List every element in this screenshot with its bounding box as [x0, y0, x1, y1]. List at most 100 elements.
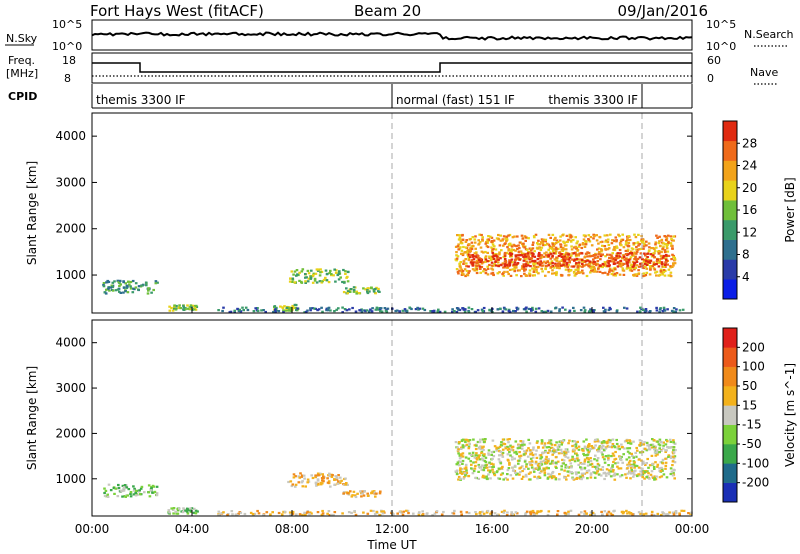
echo-cell	[522, 453, 526, 456]
echo-cell	[522, 267, 526, 270]
echo-cell	[664, 242, 667, 246]
echo-cell	[479, 513, 482, 516]
echo-cell	[454, 441, 458, 444]
echo-cell	[550, 446, 554, 449]
echo-cell	[571, 440, 575, 443]
echo-cell	[453, 310, 456, 313]
echo-cell	[485, 477, 489, 480]
echo-cell	[543, 469, 546, 472]
echo-cell	[524, 473, 528, 476]
echo-cell	[102, 282, 106, 285]
echo-cell	[333, 268, 336, 271]
echo-cell	[173, 307, 176, 310]
nsky-label: N.Sky	[6, 32, 38, 45]
echo-cell	[317, 474, 320, 477]
echo-cell	[473, 456, 477, 459]
echo-cell	[614, 457, 618, 460]
echo-cell	[674, 310, 678, 313]
echo-cell	[396, 512, 399, 515]
echo-cell	[423, 308, 427, 312]
echo-cell	[555, 264, 558, 267]
echo-cell	[575, 261, 578, 265]
echo-cell	[487, 473, 490, 476]
echo-cell	[138, 489, 141, 492]
echo-cell	[152, 485, 156, 488]
echo-cell	[473, 238, 477, 241]
echo-cell	[526, 262, 530, 265]
echo-cell	[375, 306, 379, 309]
y-tick-label: 4000	[55, 336, 86, 350]
echo-cell	[606, 260, 609, 263]
echo-cell	[462, 262, 465, 265]
echo-cell	[626, 472, 630, 475]
echo-cell	[322, 477, 325, 480]
echo-cell	[465, 262, 468, 265]
echo-cell	[458, 234, 461, 237]
echo-cell	[641, 264, 645, 267]
echo-cell	[378, 290, 381, 293]
echo-cell	[524, 274, 528, 277]
echo-cell	[236, 513, 239, 517]
echo-cell	[591, 511, 595, 514]
echo-cell	[572, 265, 575, 268]
echo-cell	[530, 249, 533, 252]
echo-cell	[552, 449, 556, 452]
echo-cell	[475, 271, 479, 275]
echo-cell	[313, 307, 316, 310]
echo-cell	[643, 244, 646, 247]
echo-cell	[641, 240, 645, 243]
echo-cell	[189, 307, 192, 310]
echo-cell	[558, 260, 561, 263]
echo-cell	[658, 447, 661, 450]
echo-cell	[585, 471, 589, 474]
echo-cell	[620, 262, 623, 266]
echo-cell	[378, 307, 381, 310]
echo-cell	[474, 511, 477, 514]
echo-cell	[616, 465, 619, 468]
echo-cell	[574, 471, 578, 474]
echo-cell	[648, 246, 651, 249]
echo-cell	[305, 310, 308, 313]
echo-cell	[508, 438, 511, 441]
echo-cell	[293, 270, 297, 273]
echo-cell	[511, 449, 515, 452]
echo-cell	[291, 483, 295, 486]
echo-cell	[119, 291, 123, 294]
echo-cell	[524, 236, 528, 239]
echo-cell	[456, 308, 460, 311]
echo-cell	[630, 252, 633, 255]
echo-cell	[457, 442, 461, 445]
date-title: 09/Jan/2016	[618, 2, 709, 20]
echo-cell	[175, 304, 178, 308]
echo-cell	[576, 265, 580, 268]
echo-cell	[514, 254, 518, 257]
echo-cell	[333, 478, 336, 481]
echo-cell	[634, 255, 637, 258]
echo-cell	[467, 271, 470, 274]
echo-cell	[319, 271, 322, 274]
echo-cell	[523, 272, 526, 275]
echo-cell	[506, 478, 509, 481]
echo-cell	[499, 473, 503, 476]
echo-cell	[648, 273, 652, 276]
echo-cell	[562, 248, 566, 251]
echo-cell	[330, 272, 333, 276]
echo-cell	[337, 480, 340, 483]
echo-cell	[573, 246, 576, 249]
echo-cell	[603, 245, 607, 248]
echo-cell	[593, 513, 596, 516]
echo-cell	[563, 511, 567, 514]
echo-cell	[583, 462, 586, 465]
echo-cell	[621, 256, 624, 259]
echo-cell	[524, 451, 528, 454]
echo-cell	[578, 258, 582, 261]
echo-cell	[502, 274, 505, 277]
echo-cell	[578, 477, 582, 480]
echo-cell	[502, 266, 505, 269]
echo-cell	[194, 308, 198, 311]
echo-cell	[530, 247, 533, 250]
echo-cell	[576, 477, 579, 480]
echo-cell	[526, 264, 530, 267]
echo-cell	[533, 267, 536, 270]
echo-cell	[458, 454, 462, 457]
